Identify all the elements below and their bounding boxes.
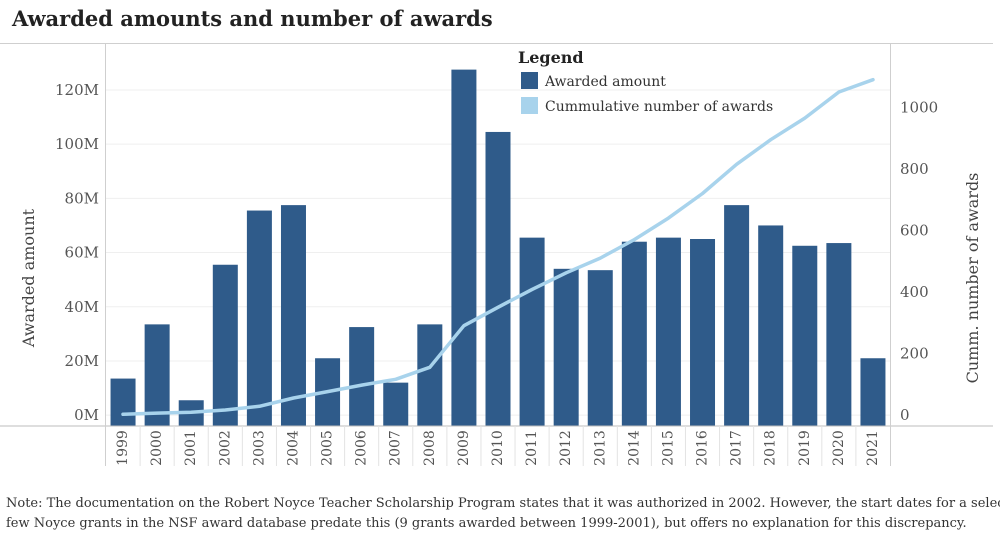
- x-tick-label: 2011: [524, 430, 540, 466]
- y-axis-label: Awarded amount: [19, 208, 38, 348]
- y2-tick-label: 800: [900, 160, 929, 178]
- bar-2004: [280, 205, 306, 426]
- x-tick-label: 2013: [592, 430, 608, 466]
- legend-title: Legend: [518, 48, 584, 67]
- footnote-line-1: Note: The documentation on the Robert No…: [6, 496, 1000, 511]
- x-tick-label: 1999: [115, 430, 131, 466]
- x-tick-label: 2000: [149, 430, 165, 466]
- x-tick-label: 2014: [626, 430, 642, 466]
- legend-label-awarded-amount: Awarded amount: [544, 74, 666, 90]
- x-tick-label: 2007: [388, 430, 404, 466]
- bar-2012: [553, 268, 579, 426]
- x-tick-label: 2008: [422, 430, 438, 466]
- awarded-amount-bars: [110, 69, 886, 427]
- x-tick-label: 2002: [217, 430, 233, 466]
- y-tick-label: 40M: [65, 298, 99, 316]
- bar-2011: [519, 237, 545, 426]
- bar-2002: [212, 264, 238, 426]
- legend: Legend Awarded amount Cummulative number…: [518, 48, 773, 115]
- y2-axis-label: Cumm. number of awards: [963, 173, 982, 384]
- cumulative-awards-line-group: [121, 77, 875, 417]
- x-tick-label: 2021: [865, 430, 881, 466]
- y-tick-label: 120M: [55, 81, 99, 99]
- bar-2017: [724, 205, 750, 426]
- bar-2008: [417, 324, 443, 426]
- bar-2000: [144, 324, 170, 426]
- footnote-line-2: few Noyce grants in the NSF award databa…: [6, 516, 967, 531]
- y2-tick-label: 1000: [900, 98, 938, 116]
- x-tick-label: 2012: [558, 430, 574, 466]
- bar-2019: [792, 245, 818, 426]
- legend-swatch-awarded-amount: [521, 72, 538, 89]
- bar-2010: [485, 131, 511, 426]
- y2-tick-label: 0: [900, 406, 910, 424]
- legend-label-cumulative-awards: Cummulative number of awards: [545, 99, 773, 115]
- bar-2018: [758, 225, 784, 426]
- bar-2016: [690, 239, 716, 426]
- title-divider: [0, 43, 993, 44]
- bar-2013: [587, 270, 613, 426]
- bar-2007: [383, 382, 409, 426]
- y-tick-label: 60M: [65, 244, 99, 262]
- y2-tick-label: 200: [900, 344, 929, 362]
- footnote: Note: The documentation on the Robert No…: [6, 494, 1000, 534]
- bar-2014: [621, 241, 647, 426]
- x-tick-label: 2003: [251, 430, 267, 466]
- x-tick-label: 2017: [729, 430, 745, 466]
- bar-2006: [349, 327, 375, 426]
- awards-chart: 0M 20M 40M 60M 80M 100M 120M 0 200 400 600 800 1000 1…: [0, 44, 993, 466]
- y2-tick-label: 600: [900, 221, 929, 239]
- chart-title: Awarded amounts and number of awards: [12, 6, 493, 31]
- legend-swatch-cumulative-awards: [521, 97, 538, 114]
- x-tick-label: 2015: [660, 430, 676, 466]
- x-tick-label: 2020: [831, 430, 847, 466]
- bar-2009: [451, 69, 477, 427]
- x-tick-label: 2004: [285, 430, 301, 466]
- x-tick-label: 2005: [320, 430, 336, 466]
- x-tick-label: 2018: [763, 430, 779, 466]
- bar-1999: [110, 378, 136, 426]
- bar-2015: [655, 237, 681, 426]
- x-tick-label: 2006: [354, 430, 370, 466]
- y-tick-label: 20M: [65, 352, 99, 370]
- y-tick-label: 0M: [74, 406, 99, 424]
- x-tick-label: 2001: [183, 430, 199, 466]
- x-tick-label: 2016: [695, 430, 711, 466]
- axes: 0M 20M 40M 60M 80M 100M 120M 0 200 400 600 800 1000 1…: [0, 44, 993, 466]
- x-tick-label: 2010: [490, 430, 506, 466]
- y-tick-label: 80M: [65, 189, 99, 207]
- cumulative-awards-line: [121, 77, 875, 417]
- x-tick-label: 2019: [797, 430, 813, 466]
- x-tick-label: 2009: [456, 430, 472, 466]
- bar-2021: [860, 358, 886, 426]
- bar-2020: [826, 243, 852, 426]
- y-tick-label: 100M: [55, 135, 99, 153]
- bar-2003: [246, 210, 272, 426]
- y2-tick-label: 400: [900, 283, 929, 301]
